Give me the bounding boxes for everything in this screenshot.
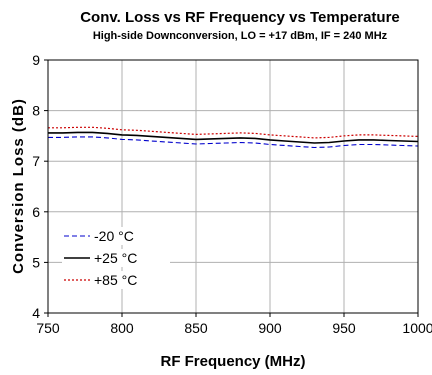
x-axis-label: RF Frequency (MHz) (160, 353, 305, 370)
y-tick-label: 4 (32, 305, 40, 321)
y-tick-label: 7 (32, 153, 40, 169)
plot-area (47, 59, 419, 314)
legend-label: -20 °C (94, 228, 134, 244)
series-line (48, 126, 419, 139)
legend: -20 °C +25 °C +85 °C (62, 227, 170, 289)
legend-entry-background (62, 271, 170, 289)
y-tick-label: 9 (32, 52, 40, 68)
chart-subtitle: High-side Downconversion, LO = +17 dBm, … (93, 30, 388, 42)
y-axis-label: Conversion Loss (dB) (10, 98, 27, 274)
x-tick-label: 750 (36, 320, 60, 336)
y-tick-label: 6 (32, 204, 40, 220)
series-line (48, 136, 419, 149)
legend-entry-background (62, 249, 170, 267)
axis-ticks: 750 800 850 900 950 1000 4 5 6 7 8 9 (32, 52, 432, 336)
chart-title: Conv. Loss vs RF Frequency vs Temperatur… (80, 9, 400, 26)
legend-label: +85 °C (94, 272, 137, 288)
x-tick-label: 1000 (402, 320, 432, 336)
x-tick-label: 850 (184, 320, 208, 336)
x-tick-label: 900 (258, 320, 282, 336)
series-lines (48, 126, 419, 149)
x-tick-label: 950 (332, 320, 356, 336)
x-tick-label: 800 (110, 320, 134, 336)
y-tick-label: 8 (32, 103, 40, 119)
series-line (48, 131, 419, 144)
legend-entry-background (62, 227, 170, 245)
legend-label: +25 °C (94, 250, 137, 266)
plot-border (47, 59, 419, 314)
y-tick-label: 5 (32, 254, 40, 270)
